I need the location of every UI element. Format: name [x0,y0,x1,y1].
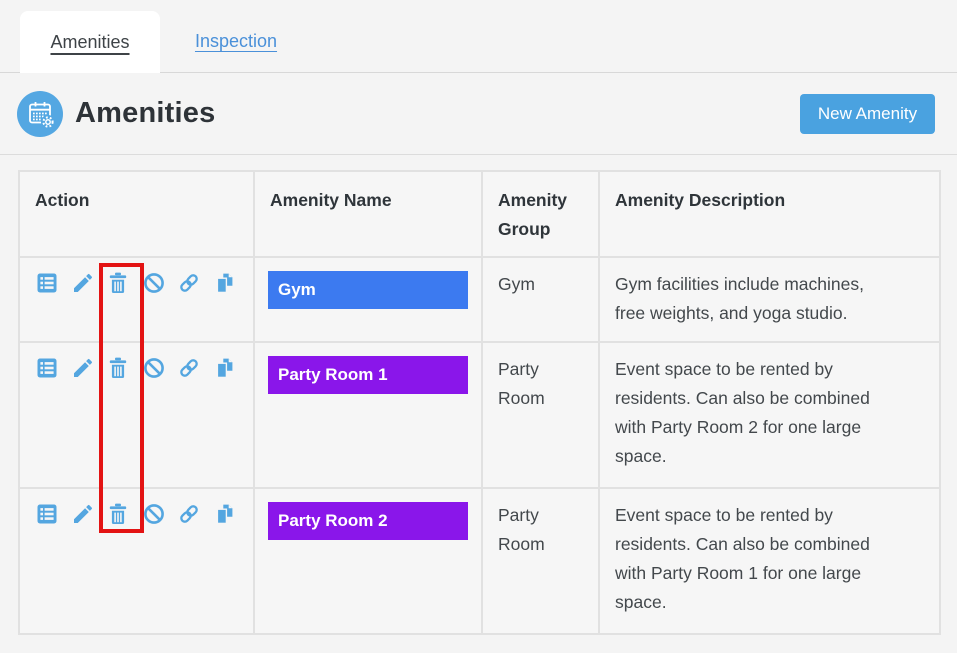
disable-ban-icon [142,502,166,526]
amenity-group-text: Gym [498,274,535,294]
disable-ban-icon [142,356,166,380]
table-row: Party Room 1 Party Room Event space to b… [18,341,941,489]
description-line: Event space to be rented by [615,359,833,379]
amenity-name-cell: Party Room 1 [253,341,483,489]
delete-button[interactable] [106,502,130,526]
copy-icon [213,271,237,295]
description-line: Event space to be rented by [615,505,833,525]
copy-button[interactable] [213,502,237,526]
edit-pencil-icon [71,502,95,526]
page-title: Amenities [75,97,216,129]
details-button[interactable] [35,356,59,380]
table-row: Gym Gym Gym facilities include machines,… [18,256,941,343]
amenity-group-cell: Party Room [481,341,600,489]
copy-icon [213,502,237,526]
tab-amenities[interactable]: Amenities [20,11,160,73]
edit-pencil-icon [71,271,95,295]
action-cell [18,256,255,343]
edit-button[interactable] [71,356,95,380]
description-line: space. [615,592,667,612]
details-list-icon [35,502,59,526]
amenity-group-text: Party Room [498,505,545,554]
table-row: Party Room 2 Party Room Event space to b… [18,487,941,635]
new-amenity-button[interactable]: New Amenity [800,93,935,134]
column-header-amenity-group: Amenity Group [481,170,600,258]
details-list-icon [35,356,59,380]
amenity-description-cell: Event space to be rented by residents. C… [598,341,941,489]
delete-button[interactable] [106,356,130,380]
delete-trash-icon [106,502,130,526]
copy-button[interactable] [213,356,237,380]
disable-ban-icon [142,271,166,295]
amenities-calendar-gear-icon [17,90,63,137]
tab-amenities-label: Amenities [50,31,130,52]
description-line: with Party Room 2 for one large [615,417,862,437]
action-cell [18,487,255,635]
copy-icon [213,356,237,380]
amenity-name-badge: Gym [268,271,468,309]
tab-inspection[interactable]: Inspection [160,10,312,72]
details-list-icon [35,271,59,295]
delete-button[interactable] [106,271,130,295]
link-icon [177,356,201,380]
page-header: Amenities New Amenity [0,73,957,155]
delete-trash-icon [106,271,130,295]
description-line: with Party Room 1 for one large [615,563,862,583]
tab-bar: Amenities Inspection [0,0,957,73]
copy-button[interactable] [213,271,237,295]
edit-button[interactable] [71,502,95,526]
edit-pencil-icon [71,356,95,380]
disable-button[interactable] [142,271,166,295]
amenity-description-cell: Event space to be rented by residents. C… [598,487,941,635]
description-line: free weights, and yoga studio. [615,303,848,323]
amenity-group-text: Party Room [498,359,545,408]
amenities-table: Action Amenity Name Amenity Group Amenit… [18,170,941,635]
amenity-name-cell: Party Room 2 [253,487,483,635]
amenity-name-badge: Party Room 1 [268,356,468,394]
details-button[interactable] [35,271,59,295]
link-button[interactable] [177,271,201,295]
disable-button[interactable] [142,502,166,526]
action-cell [18,341,255,489]
column-header-amenity-name: Amenity Name [253,170,483,258]
column-header-amenity-description: Amenity Description [598,170,941,258]
tab-inspection-label: Inspection [194,30,278,51]
description-line: space. [615,446,667,466]
description-line: residents. Can also be combined [615,534,870,554]
amenity-group-cell: Party Room [481,487,600,635]
table-header-row: Action Amenity Name Amenity Group Amenit… [18,170,941,258]
link-icon [177,502,201,526]
column-header-action: Action [18,170,255,258]
amenity-name-cell: Gym [253,256,483,343]
description-line: residents. Can also be combined [615,388,870,408]
amenity-name-badge: Party Room 2 [268,502,468,540]
link-icon [177,271,201,295]
edit-button[interactable] [71,271,95,295]
delete-trash-icon [106,356,130,380]
disable-button[interactable] [142,356,166,380]
link-button[interactable] [177,356,201,380]
link-button[interactable] [177,502,201,526]
description-line: Gym facilities include machines, [615,274,864,294]
amenity-group-cell: Gym [481,256,600,343]
amenity-description-cell: Gym facilities include machines, free we… [598,256,941,343]
details-button[interactable] [35,502,59,526]
